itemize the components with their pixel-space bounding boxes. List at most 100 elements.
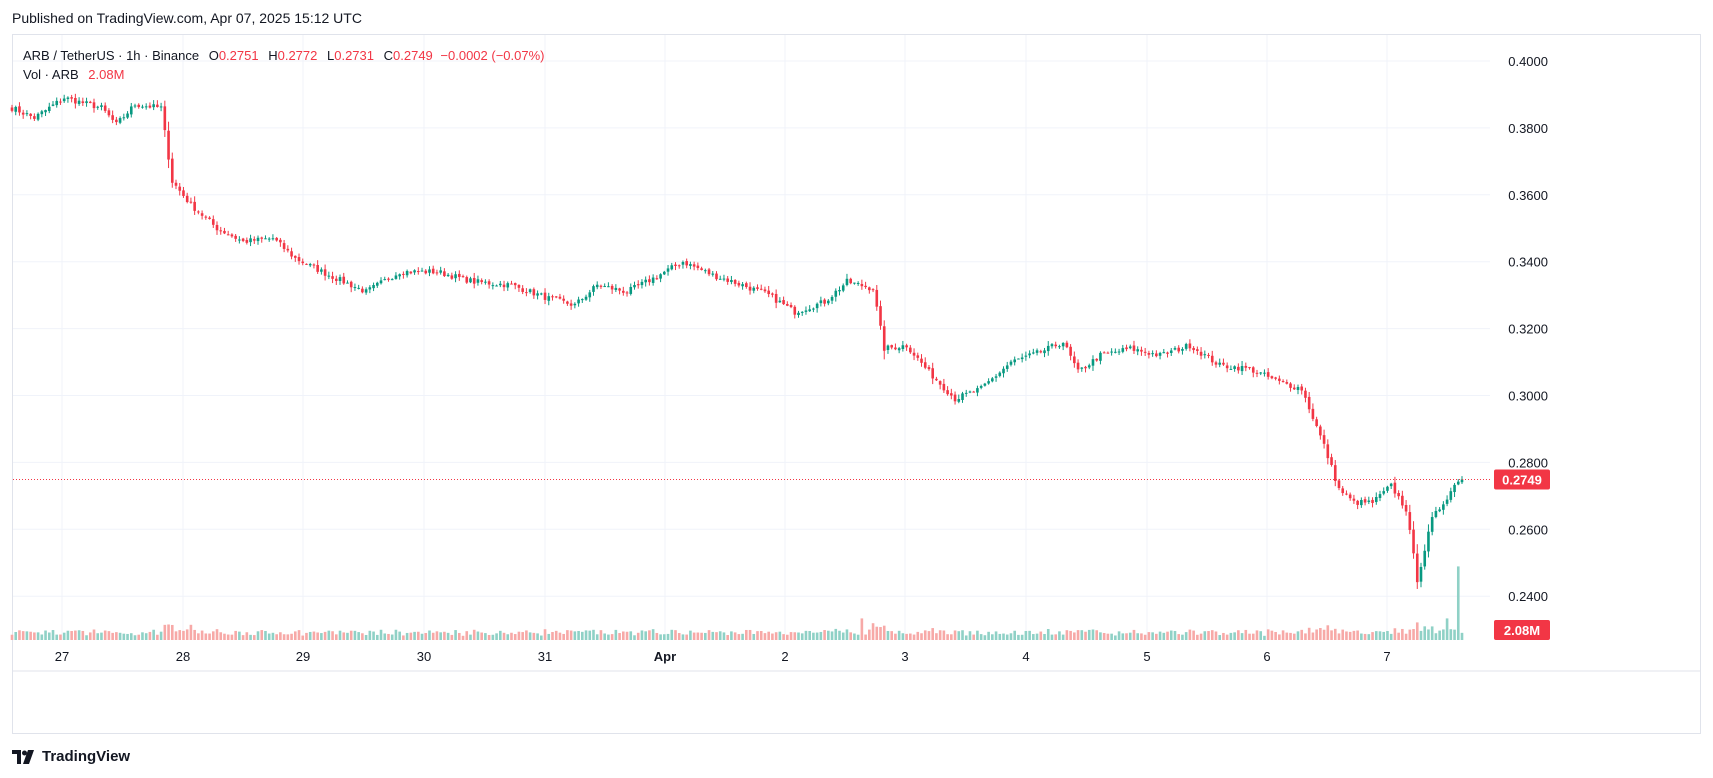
candle[interactable]	[1225, 362, 1229, 373]
candle[interactable]	[260, 236, 264, 243]
candle[interactable]	[10, 104, 14, 113]
candle[interactable]	[838, 286, 841, 296]
candle[interactable]	[923, 357, 927, 370]
candle[interactable]	[845, 273, 849, 287]
candle[interactable]	[398, 273, 401, 280]
candle[interactable]	[148, 102, 152, 109]
candle[interactable]	[536, 290, 539, 300]
candle[interactable]	[226, 230, 230, 236]
candle[interactable]	[581, 298, 584, 303]
candle[interactable]	[677, 264, 681, 269]
candle[interactable]	[416, 267, 420, 275]
candle[interactable]	[92, 98, 96, 113]
candle[interactable]	[1434, 506, 1438, 519]
candle[interactable]	[1300, 383, 1304, 395]
candle[interactable]	[797, 310, 800, 318]
candle[interactable]	[1229, 365, 1233, 370]
candle[interactable]	[756, 284, 759, 291]
candle[interactable]	[342, 272, 346, 285]
candle[interactable]	[297, 253, 301, 265]
chart-frame[interactable]	[12, 34, 1701, 734]
candle[interactable]	[271, 234, 275, 241]
candle[interactable]	[998, 371, 1002, 378]
candle[interactable]	[413, 269, 416, 275]
candle[interactable]	[1087, 363, 1091, 370]
candle[interactable]	[659, 273, 662, 283]
candle[interactable]	[879, 300, 882, 330]
candle[interactable]	[308, 262, 312, 268]
candle[interactable]	[1210, 350, 1214, 366]
candle[interactable]	[707, 267, 711, 277]
candle[interactable]	[21, 109, 25, 119]
candle[interactable]	[692, 261, 696, 271]
candle[interactable]	[420, 267, 424, 272]
candle[interactable]	[1218, 358, 1222, 368]
candle[interactable]	[33, 113, 36, 121]
candle[interactable]	[502, 280, 506, 292]
candle[interactable]	[1002, 366, 1005, 378]
candle[interactable]	[1460, 476, 1464, 485]
candle[interactable]	[819, 296, 823, 307]
candle[interactable]	[353, 283, 357, 291]
candle[interactable]	[1240, 361, 1244, 375]
candle[interactable]	[282, 239, 286, 253]
candle[interactable]	[1307, 391, 1311, 414]
candle[interactable]	[349, 280, 353, 293]
candle[interactable]	[938, 380, 942, 390]
candle[interactable]	[741, 281, 744, 290]
candle[interactable]	[595, 281, 599, 290]
candle[interactable]	[383, 276, 387, 281]
candle[interactable]	[689, 261, 692, 270]
candle[interactable]	[88, 100, 92, 104]
candle[interactable]	[1188, 339, 1192, 352]
candle[interactable]	[122, 113, 126, 121]
candle[interactable]	[1054, 341, 1058, 349]
candle[interactable]	[808, 305, 811, 312]
candle[interactable]	[1181, 347, 1184, 355]
candle[interactable]	[1035, 348, 1039, 356]
candle[interactable]	[1389, 482, 1393, 490]
candle[interactable]	[1278, 375, 1281, 385]
candle[interactable]	[461, 274, 465, 278]
candle[interactable]	[562, 295, 565, 304]
candle[interactable]	[301, 258, 305, 266]
candle[interactable]	[569, 299, 573, 310]
candle[interactable]	[197, 210, 200, 215]
candle[interactable]	[622, 286, 625, 296]
candle[interactable]	[316, 260, 319, 274]
candle[interactable]	[551, 294, 554, 301]
candle[interactable]	[14, 105, 18, 116]
candle[interactable]	[290, 247, 293, 260]
candle[interactable]	[1151, 350, 1154, 357]
legend-symbol[interactable]: ARB / TetherUS · 1h · Binance	[23, 48, 200, 63]
candle[interactable]	[916, 352, 920, 361]
candle[interactable]	[405, 269, 409, 278]
candle[interactable]	[346, 280, 349, 284]
candle[interactable]	[200, 210, 204, 220]
candle[interactable]	[897, 346, 901, 354]
candle[interactable]	[74, 93, 77, 109]
candle[interactable]	[1203, 350, 1207, 359]
candle[interactable]	[238, 236, 241, 244]
candle[interactable]	[480, 278, 483, 285]
candle[interactable]	[85, 97, 88, 107]
candle[interactable]	[961, 391, 964, 403]
candle[interactable]	[1032, 348, 1035, 355]
candle[interactable]	[1143, 347, 1147, 357]
candle[interactable]	[379, 277, 383, 285]
candle[interactable]	[774, 289, 778, 309]
candle[interactable]	[320, 267, 323, 275]
candle[interactable]	[1009, 359, 1013, 367]
candle[interactable]	[759, 284, 763, 291]
candle[interactable]	[882, 320, 886, 360]
candle[interactable]	[1028, 350, 1031, 359]
candle[interactable]	[868, 286, 871, 294]
candle[interactable]	[1445, 495, 1449, 507]
candle[interactable]	[1128, 344, 1132, 350]
candle[interactable]	[141, 104, 144, 109]
candle[interactable]	[1173, 346, 1177, 351]
candle[interactable]	[603, 283, 606, 288]
candle[interactable]	[670, 262, 674, 271]
candle[interactable]	[1132, 340, 1136, 354]
candle[interactable]	[1378, 490, 1382, 502]
